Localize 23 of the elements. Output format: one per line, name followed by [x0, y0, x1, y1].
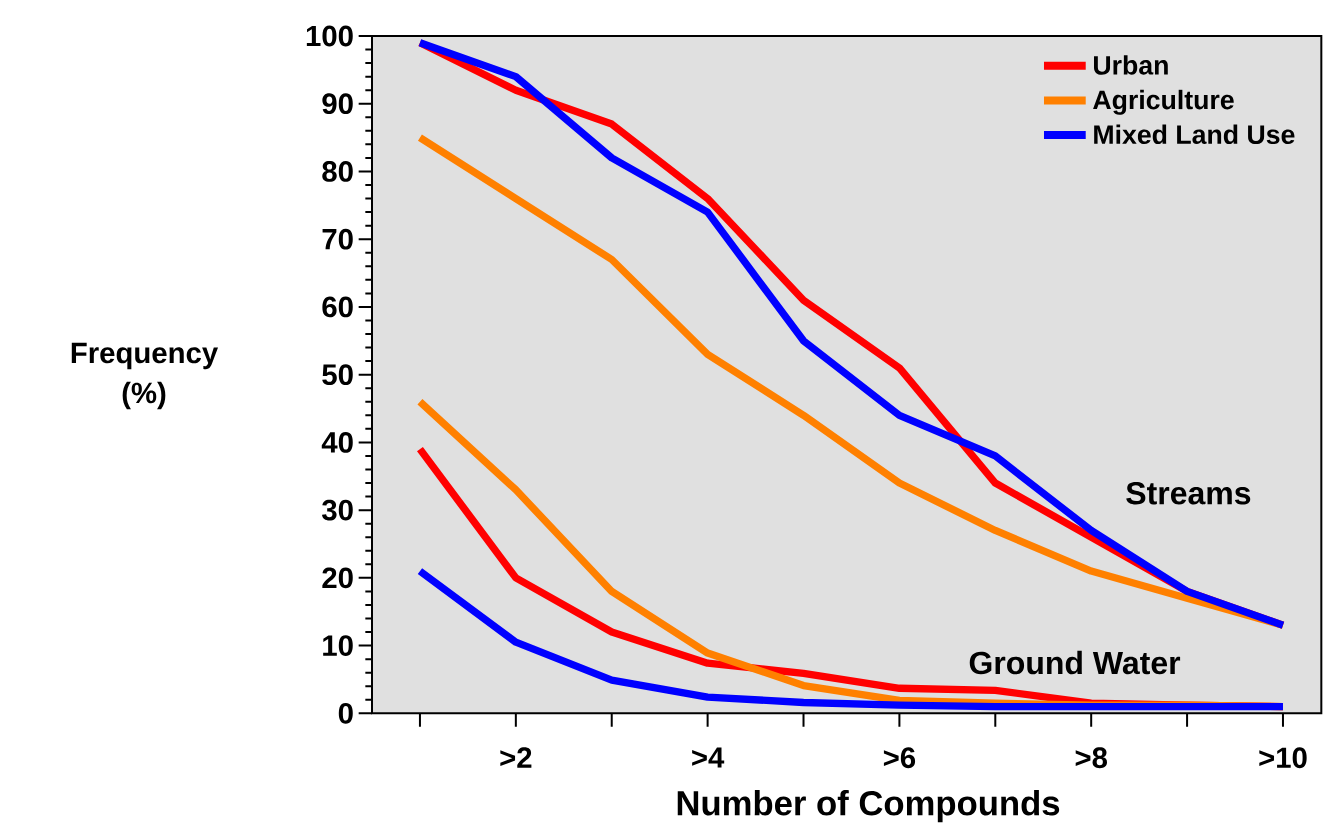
- x-tick-label: >6: [883, 747, 916, 769]
- annotation: Streams: [1126, 481, 1251, 505]
- x-tick-label: >2: [500, 747, 532, 768]
- x-tick-label: >8: [1075, 747, 1108, 769]
- annotation: Ground Water: [969, 650, 1181, 675]
- y-tick-label: 30: [322, 499, 353, 521]
- y-tick-label: 50: [322, 364, 353, 386]
- y-axis-title: Frequency (%): [71, 342, 219, 410]
- y-tick-label: 80: [322, 161, 353, 182]
- y-tick-label: 60: [322, 296, 353, 318]
- x-axis-title: Number of Compounds: [677, 790, 1060, 823]
- x-tick-label: >4: [692, 747, 725, 768]
- legend-label: Mixed Land Use: [1094, 124, 1295, 145]
- y-tick-label: 0: [338, 702, 353, 724]
- x-tick-label: >10: [1259, 747, 1307, 769]
- y-tick-label: 40: [321, 432, 353, 453]
- y-tick-label: 100: [306, 25, 353, 47]
- legend-label: Agriculture: [1093, 89, 1234, 115]
- y-tick-label: 70: [322, 228, 353, 250]
- y-tick-label: 20: [322, 567, 353, 589]
- y-tick-label: 90: [322, 93, 353, 115]
- legend-label: Urban: [1094, 55, 1168, 75]
- y-tick-label: 10: [323, 635, 353, 656]
